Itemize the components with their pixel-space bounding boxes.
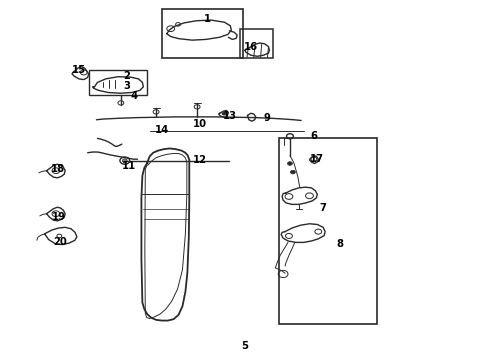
Text: 15: 15: [72, 64, 86, 75]
Bar: [162, 9, 243, 58]
Text: 1: 1: [203, 14, 210, 24]
Text: 11: 11: [122, 161, 136, 171]
Text: 12: 12: [193, 155, 207, 165]
Bar: [240, 30, 273, 58]
Text: 9: 9: [264, 113, 270, 123]
Text: 20: 20: [53, 237, 67, 247]
Text: 7: 7: [320, 203, 327, 213]
Circle shape: [288, 162, 293, 165]
Text: 19: 19: [51, 212, 65, 222]
Text: 8: 8: [336, 239, 343, 249]
Text: 13: 13: [222, 111, 236, 121]
Text: 6: 6: [310, 131, 317, 141]
Bar: [89, 69, 147, 95]
Bar: [279, 138, 377, 324]
Circle shape: [122, 159, 127, 162]
Text: 2: 2: [123, 71, 130, 81]
Text: 18: 18: [51, 164, 65, 174]
Text: 10: 10: [193, 119, 207, 129]
Text: 5: 5: [242, 341, 248, 351]
Text: 4: 4: [130, 91, 137, 101]
Circle shape: [222, 112, 226, 115]
Text: 17: 17: [309, 154, 323, 164]
Text: 16: 16: [244, 42, 258, 51]
Circle shape: [291, 170, 295, 174]
Text: 3: 3: [123, 81, 130, 91]
Text: 14: 14: [155, 125, 169, 135]
